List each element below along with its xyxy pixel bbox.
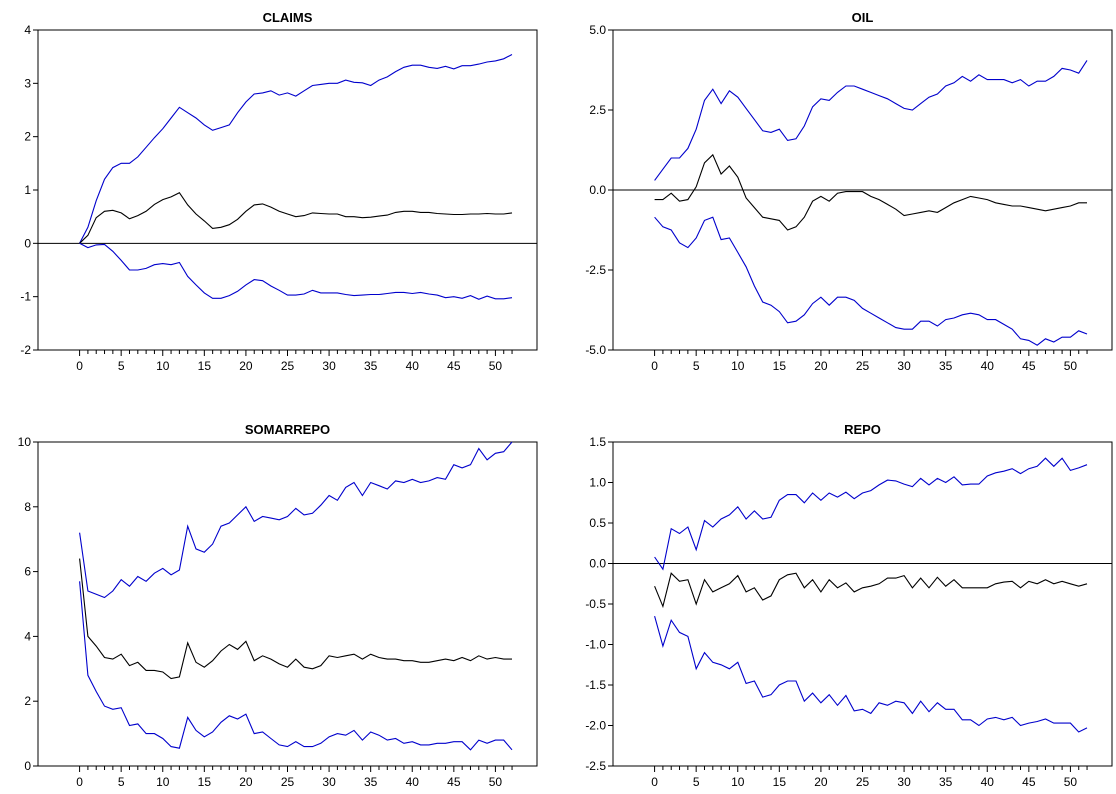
upper-band-line [654,457,1088,571]
chart-title: CLAIMS [263,10,313,25]
x-tick-label: 35 [364,775,378,789]
y-tick-label: -0.5 [585,597,606,611]
y-tick-label: 4 [24,629,31,643]
y-tick-label: 3 [24,76,31,90]
x-tick-label: 10 [731,359,745,373]
x-tick-label: 50 [489,775,503,789]
x-tick-label: 15 [198,359,212,373]
y-tick-label: 10 [18,435,32,449]
y-tick-label: 8 [24,500,31,514]
upper-band-line [79,441,513,599]
x-tick-label: 45 [1022,359,1036,373]
response-line [654,153,1087,231]
x-tick-label: 45 [447,359,461,373]
x-tick-label: 5 [693,359,700,373]
x-tick-label: 40 [406,775,420,789]
x-tick-label: 40 [981,775,995,789]
y-tick-label: 5.0 [589,23,606,37]
y-tick-label: 0 [24,236,31,250]
chart-panel-2: OIL -5.0 -2.5 0.0 2.5 5.0 0 5 10 15 20 25 30 35 40 45 50 [585,10,1113,373]
x-tick-label: 35 [364,359,378,373]
x-tick-label: 25 [856,775,870,789]
x-tick-label: 35 [939,359,953,373]
y-tick-label: -1.5 [585,678,606,692]
x-tick-label: 0 [76,775,83,789]
x-tick-label: 0 [651,359,658,373]
x-tick-label: 10 [156,775,170,789]
x-tick-label: 50 [1064,775,1078,789]
y-tick-label: 0 [24,759,31,773]
chart-title: OIL [852,10,874,25]
y-tick-label: -2.5 [585,759,606,773]
chart-title: SOMARREPO [245,422,330,437]
x-tick-label: 20 [239,775,253,789]
y-tick-label: 0.0 [589,557,606,571]
x-tick-label: 30 [897,359,911,373]
y-tick-label: 2.5 [589,103,606,117]
x-tick-label: 30 [322,775,336,789]
lower-band-line [79,242,513,300]
y-tick-label: 4 [24,23,31,37]
x-tick-label: 5 [118,775,125,789]
y-tick-label: 0.5 [589,516,606,530]
plot-frame [37,441,538,767]
x-tick-label: 25 [281,775,295,789]
plot-frame [612,441,1113,767]
y-tick-label: 0.0 [589,183,606,197]
y-tick-label: -2.5 [585,263,606,277]
x-tick-label: 20 [239,359,253,373]
x-tick-label: 25 [856,359,870,373]
y-tick-label: 6 [24,565,31,579]
lower-band-line [79,581,513,751]
x-tick-label: 10 [731,775,745,789]
x-tick-label: 15 [773,775,787,789]
x-tick-label: 25 [281,359,295,373]
chart-panel-4: REPO -2.5 -2.0 -1.5 -1.0 -0.5 0.0 0.5 1.0 1.5 0 5 10… [585,422,1113,789]
x-tick-label: 5 [118,359,125,373]
lower-band-line [654,216,1088,346]
x-tick-label: 45 [1022,775,1036,789]
y-tick-label: -2 [20,343,31,357]
y-tick-label: -1.0 [585,638,606,652]
response-line [79,558,512,680]
x-tick-label: 0 [651,775,658,789]
y-tick-label: 2 [24,130,31,144]
x-tick-label: 20 [814,775,828,789]
x-tick-label: 50 [489,359,503,373]
x-tick-label: 40 [406,359,420,373]
plot-frame [37,29,538,351]
x-tick-label: 20 [814,359,828,373]
x-tick-label: 0 [76,359,83,373]
y-tick-label: -5.0 [585,343,606,357]
response-line [79,191,513,244]
y-tick-label: -1 [20,290,31,304]
y-tick-label: 1.0 [589,476,606,490]
x-tick-label: 50 [1064,359,1078,373]
lower-band-line [654,615,1088,733]
y-tick-label: -2.0 [585,719,606,733]
y-tick-label: 1 [24,183,31,197]
x-tick-label: 30 [897,775,911,789]
upper-band-line [654,60,1088,181]
x-tick-label: 15 [773,359,787,373]
x-tick-label: 45 [447,775,461,789]
x-tick-label: 30 [322,359,336,373]
x-tick-label: 10 [156,359,170,373]
chart-title: REPO [844,422,881,437]
chart-panel-3: SOMARREPO 0 2 4 6 8 10 0 5 10 15 20 25 30 35 40 45 50 [18,422,538,789]
x-tick-label: 40 [981,359,995,373]
x-tick-label: 5 [693,775,700,789]
x-tick-label: 35 [939,775,953,789]
x-tick-label: 15 [198,775,212,789]
upper-band-line [79,54,513,244]
response-line [654,572,1088,609]
y-tick-label: 2 [24,694,31,708]
y-tick-label: 1.5 [589,435,606,449]
